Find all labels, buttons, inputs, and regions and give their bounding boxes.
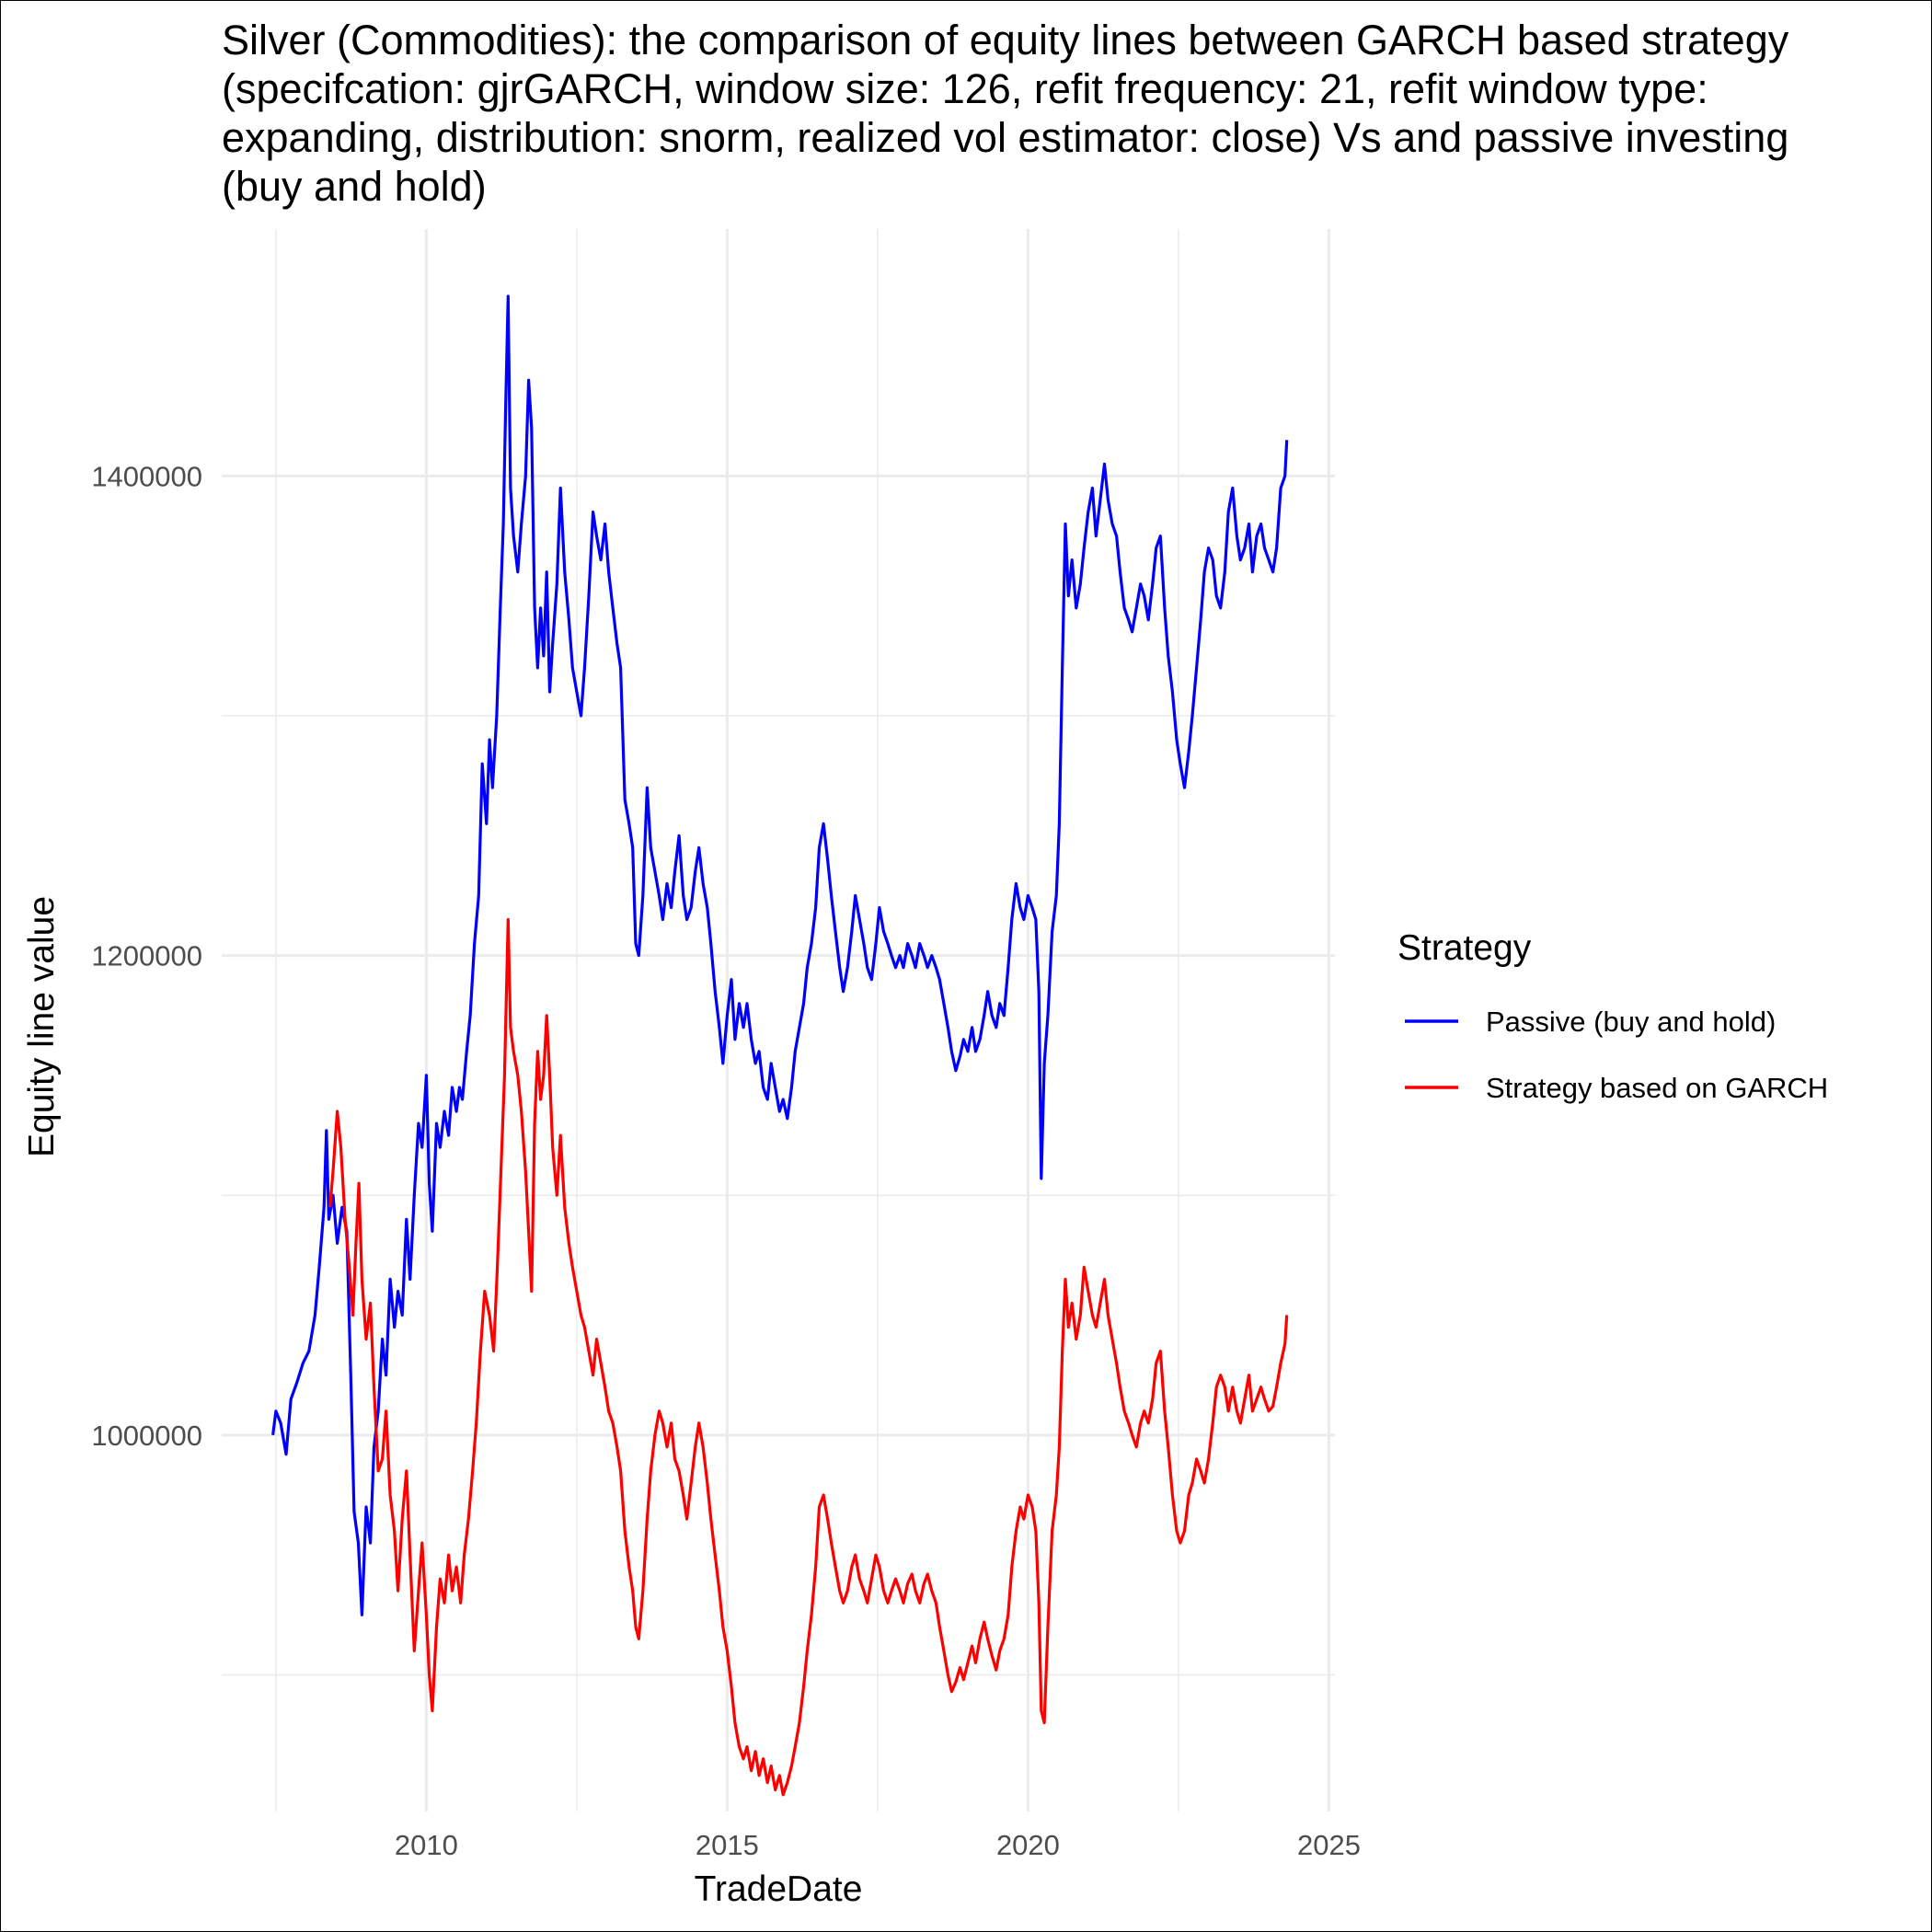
y-tick-label: 1200000 (91, 940, 202, 972)
x-tick-label: 2015 (696, 1829, 759, 1861)
series-line-passive (271, 294, 1289, 1616)
chart-title: Silver (Commodities): the comparison of … (222, 17, 1789, 210)
x-tick-label: 2010 (395, 1829, 458, 1861)
series-line-garch (328, 917, 1289, 1797)
gridlines (222, 229, 1335, 1811)
x-tick-label: 2025 (1297, 1829, 1361, 1861)
series-lines (271, 294, 1289, 1797)
y-axis-title: Equity line value (22, 896, 62, 1157)
y-tick-label: 1000000 (91, 1420, 202, 1452)
legend: Strategy Passive (buy and hold) Strategy… (1397, 928, 1828, 1104)
legend-label-passive: Passive (buy and hold) (1486, 1006, 1776, 1038)
y-tick-label: 1400000 (91, 460, 202, 492)
x-tick-label: 2020 (996, 1829, 1060, 1861)
legend-label-garch: Strategy based on GARCH (1486, 1072, 1828, 1104)
x-axis-title: TradeDate (695, 1869, 863, 1909)
legend-title: Strategy (1397, 928, 1532, 968)
tick-labels: 2010 2015 2020 2025 1000000 1200000 1400000 (91, 460, 1361, 1861)
